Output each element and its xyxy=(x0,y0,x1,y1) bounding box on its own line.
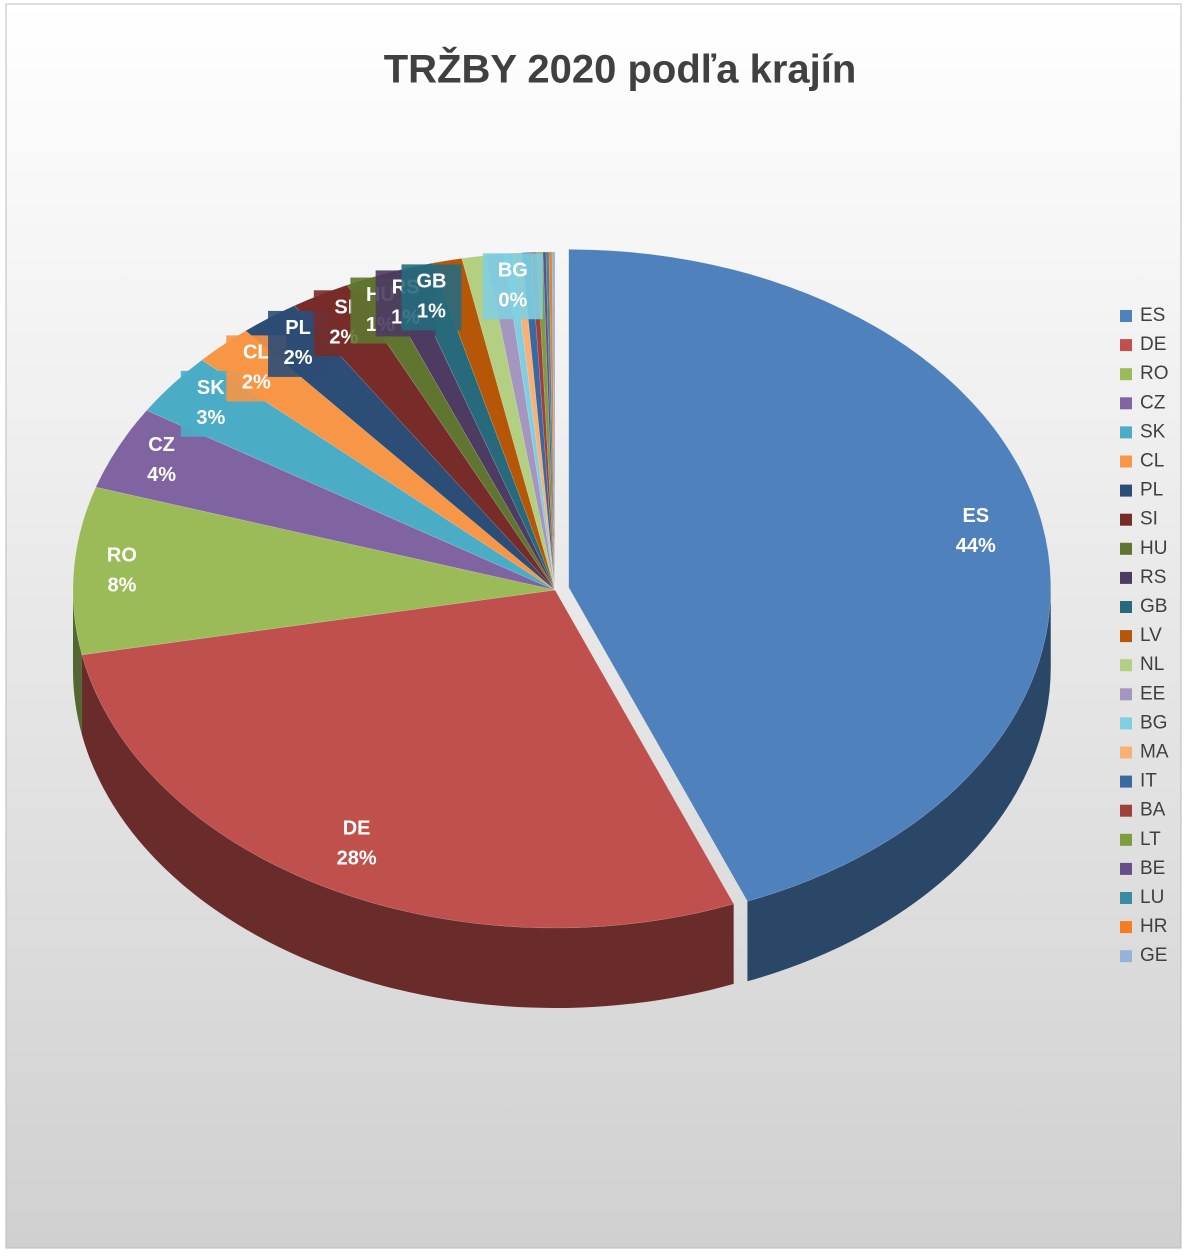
data-label-category: RO xyxy=(107,545,137,567)
data-label-box xyxy=(131,427,192,494)
slice xyxy=(431,258,556,591)
data-label: 0% xyxy=(498,290,527,312)
legend-label: HR xyxy=(1140,916,1167,937)
legend-swatch xyxy=(1120,630,1132,643)
legend-swatch xyxy=(1120,601,1132,613)
slice xyxy=(551,251,556,591)
legend-swatch xyxy=(1120,862,1132,875)
legend-swatch xyxy=(1120,397,1132,410)
data-label-category: CZ xyxy=(148,434,175,456)
data-label: 3% xyxy=(196,407,225,429)
legend-label: PL xyxy=(1140,480,1163,501)
legend-label: CZ xyxy=(1140,392,1166,413)
legend: ES DE RO CZ SK CL PL SI HU RS GB LV NL EE BG MA IT BA LT BE… xyxy=(1120,305,1169,966)
slice xyxy=(521,252,556,591)
slice xyxy=(146,359,556,591)
slice xyxy=(530,251,556,591)
data-label-category: CL xyxy=(243,342,270,364)
data-label-category: SK xyxy=(197,377,225,399)
legend-label: RO xyxy=(1140,363,1169,384)
legend-label: GB xyxy=(1140,596,1167,617)
legend-label: IT xyxy=(1140,771,1157,792)
legend-swatch xyxy=(1120,513,1132,526)
legend-swatch xyxy=(1120,775,1132,788)
slice xyxy=(568,249,1051,902)
slice-side xyxy=(73,590,82,735)
legend-label: HU xyxy=(1140,538,1167,559)
slice-side xyxy=(747,587,1051,982)
legend-label: MA xyxy=(1140,742,1169,763)
legend-swatch xyxy=(1120,950,1132,963)
legend-label: BE xyxy=(1140,858,1165,879)
legend-label: EE xyxy=(1140,683,1165,704)
legend-label: LU xyxy=(1140,887,1164,908)
data-label: 28% xyxy=(337,848,377,870)
legend-label: LT xyxy=(1140,829,1161,850)
data-label: 44% xyxy=(956,535,996,557)
data-label-box xyxy=(91,538,152,605)
pie-sides xyxy=(73,587,1051,1009)
data-label-category: BG xyxy=(498,260,528,282)
chart-title: TRŽBY 2020 podľa krajín xyxy=(384,46,857,92)
data-label-category: SI xyxy=(334,297,353,319)
data-label: 4% xyxy=(147,464,176,486)
data-label-category: ES xyxy=(962,505,989,527)
slice xyxy=(548,251,556,591)
data-label-box xyxy=(326,811,387,878)
legend-swatch xyxy=(1120,455,1132,468)
data-label: 2% xyxy=(242,372,271,394)
data-label: 8% xyxy=(107,575,136,597)
legend-label: ES xyxy=(1140,305,1165,326)
legend-label: BG xyxy=(1140,712,1167,733)
data-label: 2% xyxy=(284,347,313,369)
legend-swatch xyxy=(1120,833,1132,846)
legend-label: BA xyxy=(1140,800,1166,821)
data-label-category: GB xyxy=(416,271,446,293)
legend-label: NL xyxy=(1140,654,1164,675)
slice-side xyxy=(81,654,734,1009)
data-label-box xyxy=(482,253,543,320)
pie-tops xyxy=(72,249,1051,929)
slice xyxy=(81,589,735,929)
legend-swatch xyxy=(1120,804,1132,817)
data-label: 1% xyxy=(417,301,446,323)
legend-label: GE xyxy=(1140,945,1167,966)
data-label-category: DE xyxy=(343,818,371,840)
legend-swatch xyxy=(1120,921,1132,934)
data-label-box xyxy=(945,498,1006,565)
legend-swatch xyxy=(1120,659,1132,672)
data-labels: ES44%DE28%RO8%CZ4%SK3%CL2%PL2%SI2%HU1%RS… xyxy=(91,253,1006,878)
slice xyxy=(201,330,556,591)
legend-swatch xyxy=(1120,892,1132,904)
legend-swatch xyxy=(1120,717,1132,730)
legend-swatch xyxy=(1120,426,1132,439)
slice xyxy=(536,251,556,591)
legend-label: SI xyxy=(1140,509,1158,530)
legend-label: CL xyxy=(1140,451,1164,472)
slice xyxy=(95,410,556,591)
data-label-category: PL xyxy=(285,317,311,339)
data-label-box xyxy=(401,264,462,331)
legend-swatch xyxy=(1120,542,1132,555)
legend-label: SK xyxy=(1140,421,1166,442)
legend-label: RS xyxy=(1140,567,1166,588)
legend-swatch xyxy=(1120,368,1132,381)
slice xyxy=(542,251,556,591)
legend-swatch xyxy=(1120,310,1132,322)
slice xyxy=(545,251,556,591)
legend-swatch xyxy=(1120,484,1132,497)
legend-label: DE xyxy=(1140,334,1166,355)
slice xyxy=(72,486,556,656)
legend-swatch xyxy=(1120,571,1132,584)
legend-swatch xyxy=(1120,339,1132,352)
legend-swatch xyxy=(1120,746,1132,759)
legend-swatch xyxy=(1120,688,1132,701)
legend-label: LV xyxy=(1140,625,1162,646)
